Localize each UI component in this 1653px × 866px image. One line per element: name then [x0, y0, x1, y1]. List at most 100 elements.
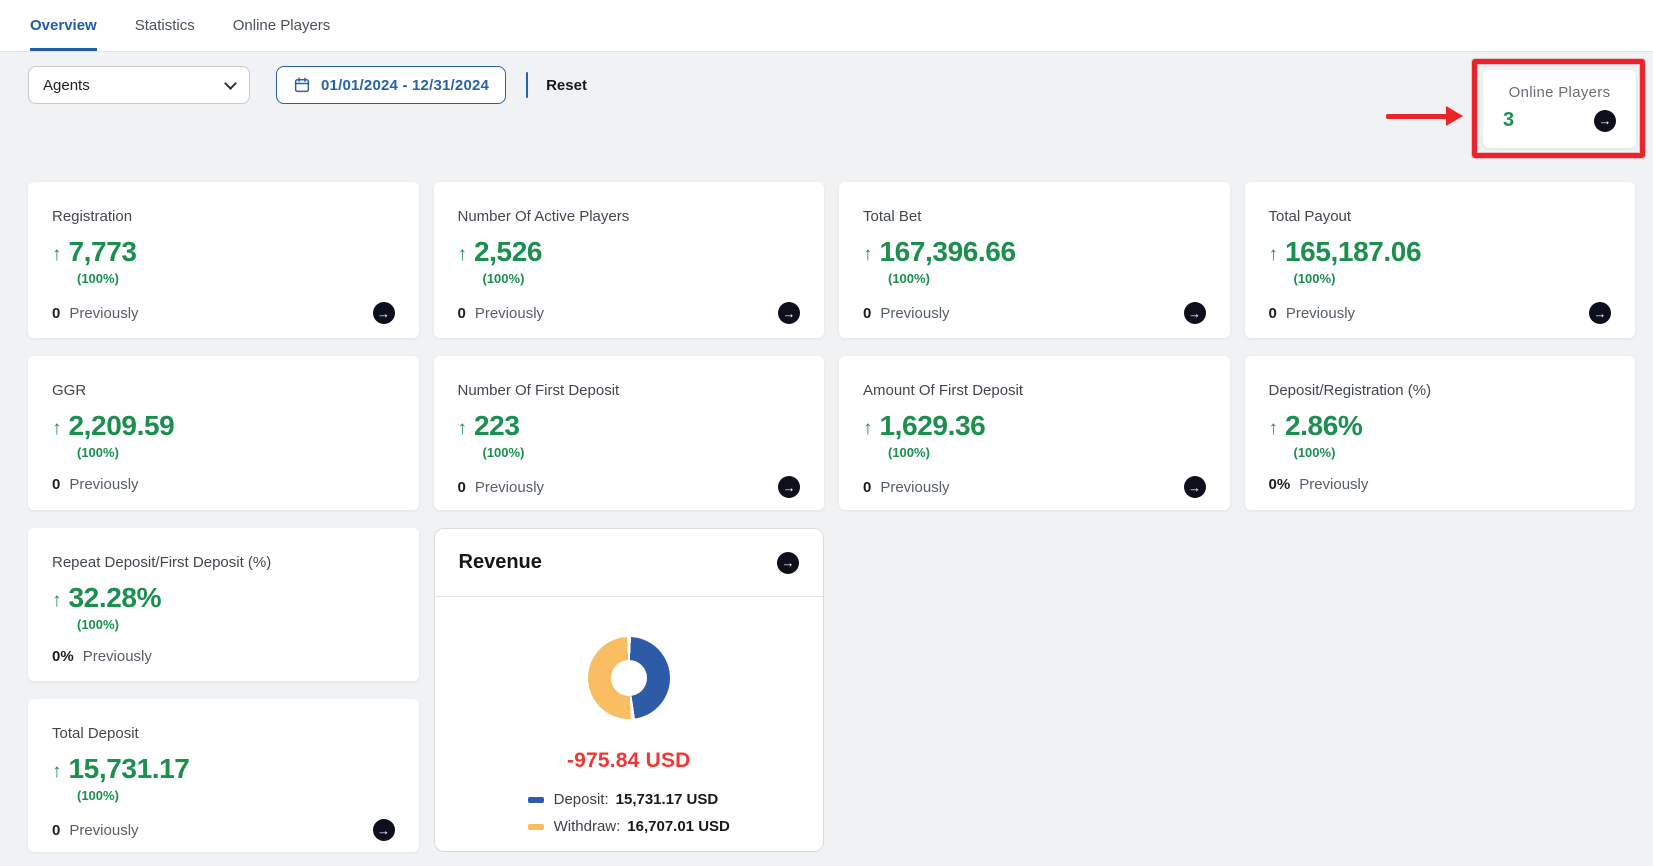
revenue-total: -975.84 USD — [566, 749, 691, 772]
revenue-legend: Deposit: 15,731.17 USD Withdraw: 16,707.… — [527, 791, 730, 835]
chevron-down-icon — [224, 76, 237, 90]
kpi-previous-label: Previously — [69, 304, 139, 322]
tab-online-players[interactable]: Online Players — [232, 17, 331, 34]
kpi-percent: (100%) — [482, 271, 525, 286]
online-players-label: Online Players — [1508, 84, 1611, 101]
filter-section: Agents 01/01/2024 - 12/31/2024 Reset Onl… — [0, 52, 1653, 182]
kpi-title: Amount Of First Deposit — [863, 382, 1024, 399]
kpi-card-repeat-deposit: Repeat Deposit/First Deposit (%) ↑ 32.28… — [28, 528, 419, 681]
tab-bar: Overview Statistics Online Players — [0, 0, 1653, 52]
up-arrow-icon: ↑ — [863, 243, 873, 265]
kpi-title: Total Bet — [863, 208, 922, 225]
kpi-value: 223 — [474, 410, 520, 441]
kpi-card-active-players: Number Of Active Players ↑ 2,526 (100%) … — [433, 182, 824, 338]
kpi-previous-label: Previously — [880, 304, 950, 322]
agents-dropdown[interactable]: Agents — [28, 66, 250, 104]
kpi-value: 2.86% — [1285, 410, 1363, 441]
online-players-value: 3 — [1503, 109, 1515, 131]
online-players-details-arrow-button[interactable]: → — [1594, 109, 1616, 132]
kpi-previous-label: Previously — [880, 478, 950, 496]
kpi-title: Total Deposit — [52, 725, 139, 742]
kpi-value: 2,209.59 — [68, 410, 175, 441]
online-players-card: Online Players 3 → — [1386, 59, 1645, 158]
details-arrow-button[interactable]: → — [372, 819, 395, 841]
kpi-percent: (100%) — [77, 617, 119, 632]
kpi-previous-label: Previously — [474, 304, 545, 322]
date-range-picker[interactable]: 01/01/2024 - 12/31/2024 — [276, 66, 507, 104]
kpi-percent: (100%) — [77, 271, 119, 286]
up-arrow-icon: ↑ — [52, 589, 62, 611]
agents-dropdown-value: Agents — [43, 76, 90, 94]
reset-button[interactable]: Reset — [546, 76, 587, 94]
kpi-title: Registration — [52, 208, 133, 225]
details-arrow-button[interactable]: → — [372, 302, 395, 324]
legend-swatch-deposit — [527, 796, 544, 803]
legend-item-deposit: Deposit: 15,731.17 USD — [527, 791, 730, 808]
kpi-value: 32.28% — [68, 582, 162, 613]
kpi-value: 165,187.06 — [1285, 236, 1422, 267]
kpi-previous-value: 0 — [863, 304, 872, 322]
up-arrow-icon: ↑ — [863, 417, 873, 439]
kpi-percent: (100%) — [1293, 271, 1336, 286]
details-arrow-button[interactable]: → — [778, 302, 800, 324]
legend-value: 15,731.17 USD — [615, 791, 719, 808]
kpi-title: Deposit/Registration (%) — [1268, 382, 1432, 399]
kpi-value: 7,773 — [68, 236, 137, 267]
kpi-previous-value: 0 — [52, 821, 61, 839]
kpi-previous-label: Previously — [1299, 476, 1369, 493]
kpi-previous-value: 0 — [1268, 304, 1277, 322]
legend-item-withdraw: Withdraw: 16,707.01 USD — [527, 818, 730, 835]
legend-label: Withdraw: — [553, 818, 621, 835]
up-arrow-icon: ↑ — [52, 760, 62, 782]
kpi-card-deposit-registration: Deposit/Registration (%) ↑ 2.86% (100%) … — [1244, 356, 1635, 510]
kpi-percent: (100%) — [1293, 445, 1336, 460]
tab-statistics[interactable]: Statistics — [134, 17, 195, 34]
up-arrow-icon: ↑ — [52, 417, 62, 439]
up-arrow-icon: ↑ — [1268, 243, 1279, 265]
kpi-percent: (100%) — [77, 788, 119, 803]
filter-divider — [526, 72, 529, 98]
revenue-title: Revenue — [458, 551, 542, 573]
up-arrow-icon: ↑ — [457, 243, 468, 265]
kpi-card-ggr: GGR ↑ 2,209.59 (100%) 0 Previously — [28, 356, 419, 510]
kpi-previous-label: Previously — [69, 476, 139, 493]
kpi-title: Number Of Active Players — [457, 208, 630, 225]
kpi-previous-label: Previously — [82, 648, 152, 665]
up-arrow-icon: ↑ — [52, 243, 62, 265]
kpi-previous-label: Previously — [474, 478, 545, 496]
revenue-card: Revenue → -975.84 USD Deposit: 15,731.17… — [433, 528, 824, 852]
details-arrow-button[interactable]: → — [1183, 302, 1206, 324]
kpi-value: 15,731.17 — [68, 753, 190, 784]
kpi-card-total-deposit: Total Deposit ↑ 15,731.17 (100%) 0 Previ… — [28, 699, 419, 852]
date-range-value: 01/01/2024 - 12/31/2024 — [321, 76, 490, 94]
kpi-previous-label: Previously — [1285, 304, 1356, 322]
up-arrow-icon: ↑ — [1268, 417, 1279, 439]
kpi-card-total-payout: Total Payout ↑ 165,187.06 (100%) 0 Previ… — [1244, 182, 1635, 338]
legend-label: Deposit: — [553, 791, 609, 808]
details-arrow-button[interactable]: → — [778, 476, 800, 498]
kpi-value: 1,629.36 — [879, 410, 986, 441]
kpi-title: Number Of First Deposit — [457, 382, 620, 399]
kpi-previous-value: 0% — [52, 648, 74, 665]
kpi-percent: (100%) — [77, 445, 119, 460]
kpi-previous-label: Previously — [69, 821, 139, 839]
details-arrow-button[interactable]: → — [1183, 476, 1206, 498]
tab-overview[interactable]: Overview — [30, 0, 97, 51]
kpi-card-registration: Registration ↑ 7,773 (100%) 0 Previously… — [28, 182, 419, 338]
legend-swatch-withdraw — [527, 823, 544, 830]
revenue-details-arrow-button[interactable]: → — [777, 551, 799, 574]
details-arrow-button[interactable]: → — [1589, 302, 1611, 324]
kpi-card-first-deposit-amount: Amount Of First Deposit ↑ 1,629.36 (100%… — [839, 356, 1230, 510]
legend-value: 16,707.01 USD — [627, 818, 730, 835]
kpi-percent: (100%) — [482, 445, 525, 460]
kpi-card-first-deposit-count: Number Of First Deposit ↑ 223 (100%) 0 P… — [433, 356, 824, 510]
kpi-card-total-bet: Total Bet ↑ 167,396.66 (100%) 0 Previous… — [839, 182, 1230, 338]
kpi-previous-value: 0 — [863, 478, 872, 496]
revenue-donut-chart — [587, 637, 670, 719]
kpi-previous-value: 0 — [457, 478, 466, 496]
kpi-previous-value: 0 — [457, 304, 466, 322]
donut-hole — [610, 660, 647, 696]
kpi-previous-value: 0% — [1268, 476, 1291, 493]
calendar-icon — [294, 77, 310, 93]
kpi-previous-value: 0 — [52, 476, 61, 493]
